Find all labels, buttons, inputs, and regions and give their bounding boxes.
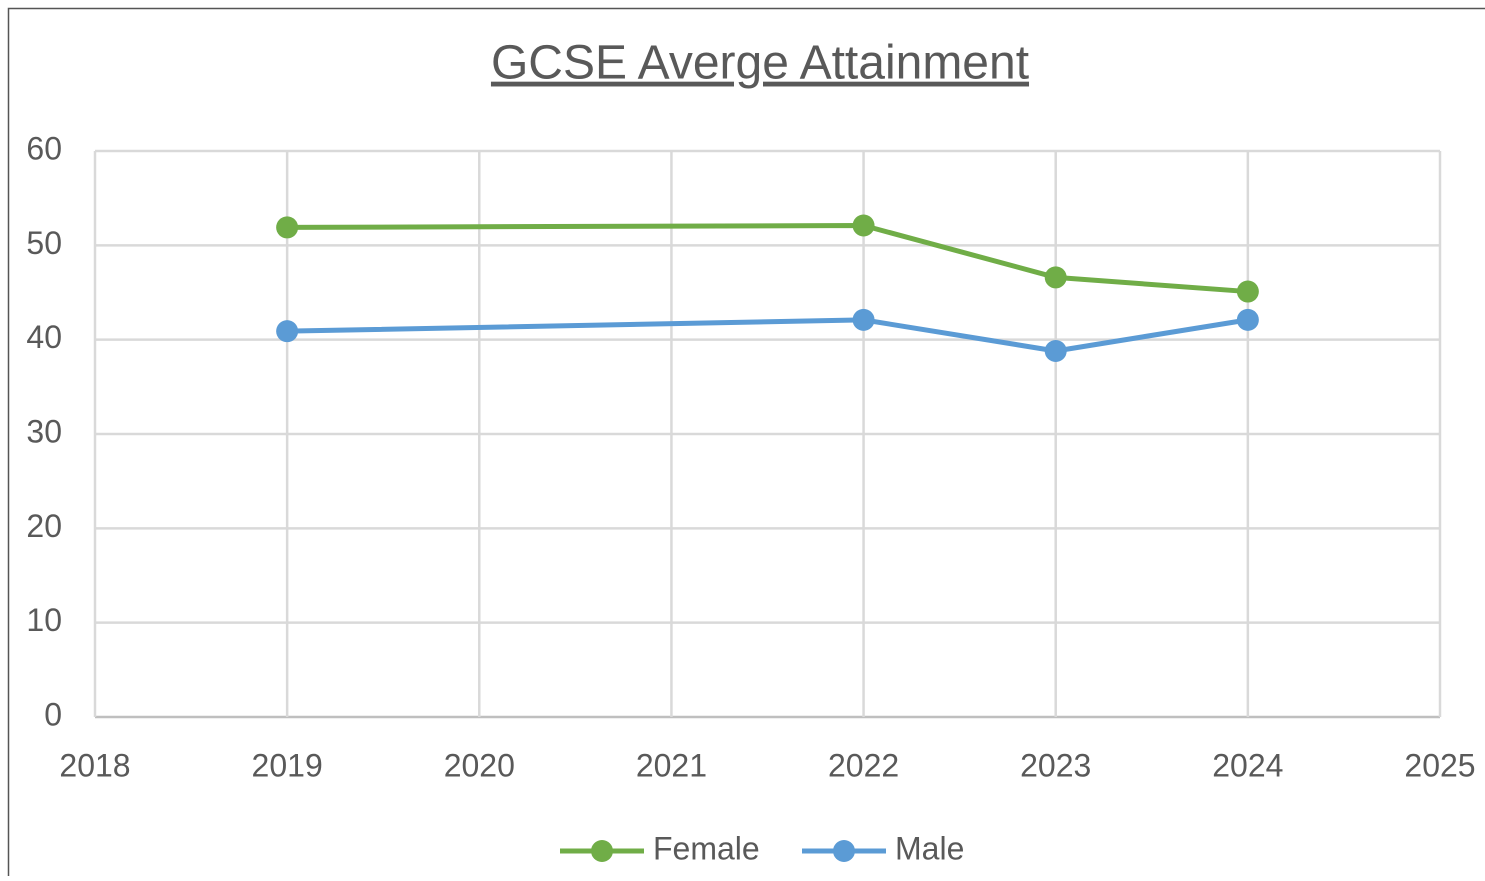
x-tick-label: 2020: [444, 747, 515, 783]
x-tick-label: 2019: [252, 747, 323, 783]
legend-marker: [591, 840, 613, 862]
chart-title: GCSE Averge Attainment: [491, 37, 1029, 90]
point: [276, 216, 298, 238]
x-tick-label: 2018: [59, 747, 130, 783]
chart-frame: [9, 9, 1485, 877]
y-tick-label: 40: [26, 319, 62, 355]
y-tick-label: 30: [26, 413, 62, 449]
x-tick-label: 2021: [636, 747, 707, 783]
y-tick-label: 50: [26, 225, 62, 261]
legend-label: Male: [895, 830, 964, 866]
y-tick-label: 10: [26, 602, 62, 638]
point: [853, 215, 875, 237]
x-tick-label: 2023: [1020, 747, 1091, 783]
point: [1045, 266, 1067, 288]
x-tick-label: 2025: [1404, 747, 1475, 783]
point: [1237, 309, 1259, 331]
legend-label: Female: [653, 830, 760, 866]
x-tick-label: 2022: [828, 747, 899, 783]
point: [853, 309, 875, 331]
legend-marker: [833, 840, 855, 862]
y-tick-label: 20: [26, 508, 62, 544]
x-tick-label: 2024: [1212, 747, 1283, 783]
point: [1045, 340, 1067, 362]
point: [1237, 281, 1259, 303]
point: [276, 320, 298, 342]
y-tick-label: 60: [26, 130, 62, 166]
y-tick-label: 0: [44, 696, 62, 732]
